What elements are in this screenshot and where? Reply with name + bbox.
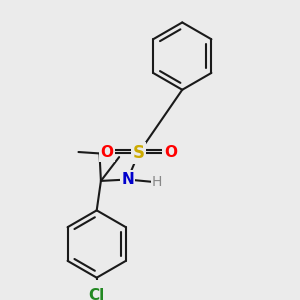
Text: O: O [164, 146, 177, 160]
Text: S: S [133, 144, 145, 162]
Text: O: O [100, 146, 114, 160]
Text: H: H [151, 175, 162, 189]
Text: N: N [121, 172, 134, 187]
Text: Cl: Cl [88, 288, 105, 300]
